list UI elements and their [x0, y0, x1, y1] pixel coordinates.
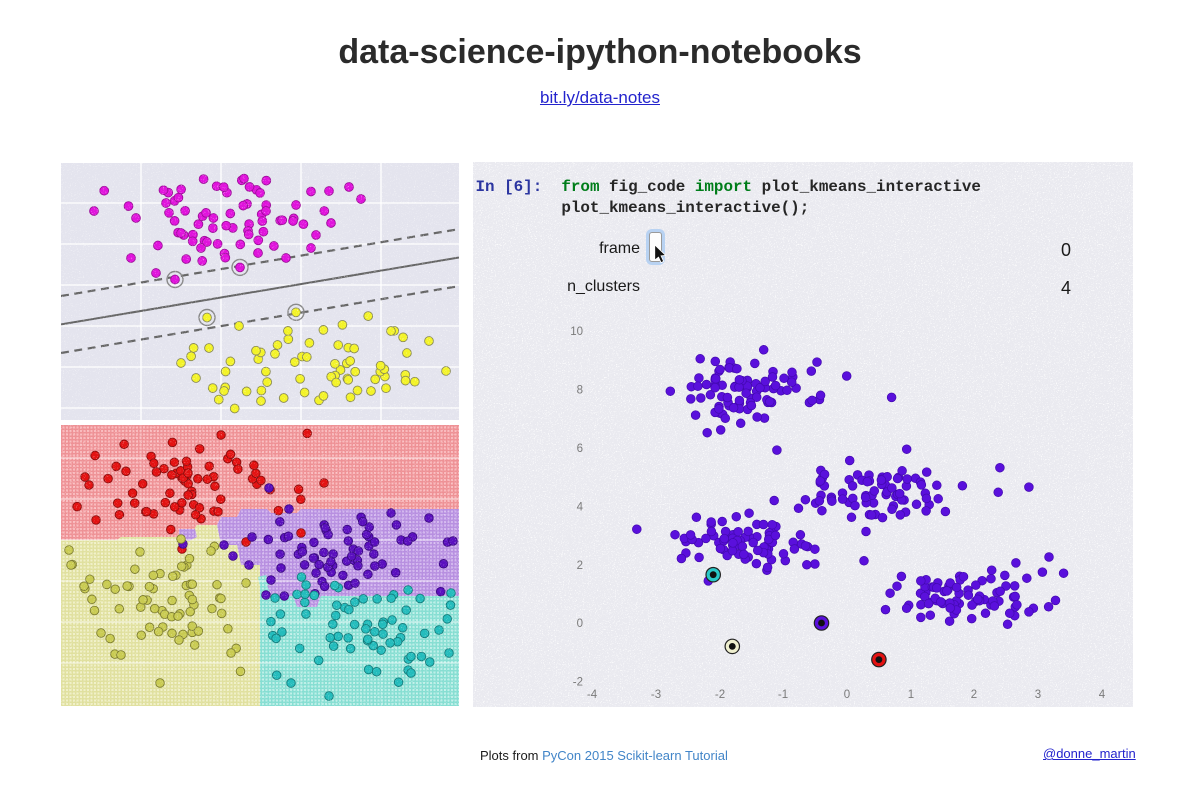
svg-text:-4: -4 [587, 689, 598, 701]
svg-text:-2: -2 [573, 677, 583, 689]
svg-text:2: 2 [577, 560, 583, 572]
svg-text:4: 4 [577, 502, 584, 514]
svg-text:2: 2 [971, 689, 977, 701]
svg-text:1: 1 [908, 689, 914, 701]
svg-text:6: 6 [577, 443, 583, 455]
svg-text:-1: -1 [778, 689, 788, 701]
svg-text:8: 8 [577, 385, 583, 397]
svg-text:3: 3 [1035, 689, 1041, 701]
svg-text:0: 0 [577, 618, 583, 630]
svg-text:-2: -2 [715, 689, 725, 701]
svg-text:4: 4 [1099, 689, 1106, 701]
svg-text:0: 0 [844, 689, 850, 701]
svg-text:10: 10 [570, 326, 583, 338]
svg-text:-3: -3 [651, 689, 661, 701]
